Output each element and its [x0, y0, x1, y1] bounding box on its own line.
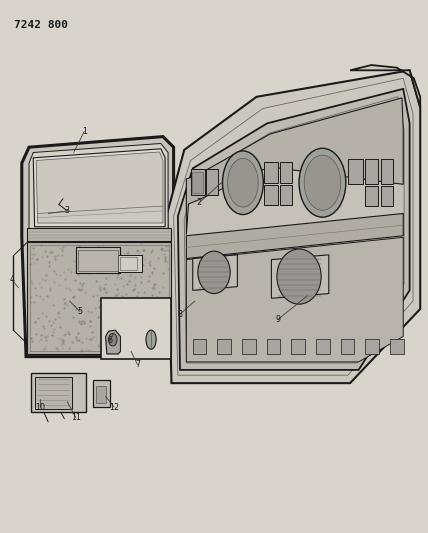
- Bar: [78, 250, 118, 271]
- Polygon shape: [184, 97, 404, 363]
- Ellipse shape: [146, 330, 156, 349]
- Ellipse shape: [109, 333, 117, 346]
- Polygon shape: [27, 228, 172, 241]
- Bar: [120, 257, 137, 270]
- Polygon shape: [193, 255, 238, 290]
- Text: 7242 800: 7242 800: [14, 20, 68, 30]
- Text: 6: 6: [107, 336, 112, 345]
- Bar: [365, 159, 378, 184]
- Polygon shape: [33, 149, 165, 227]
- Text: 5: 5: [77, 307, 83, 316]
- Bar: [206, 169, 218, 195]
- Bar: [264, 185, 278, 205]
- Ellipse shape: [223, 151, 263, 215]
- Polygon shape: [36, 152, 163, 223]
- Text: 10: 10: [35, 402, 45, 411]
- Polygon shape: [186, 237, 403, 362]
- Polygon shape: [29, 143, 168, 349]
- Bar: [264, 161, 278, 183]
- Polygon shape: [167, 70, 420, 383]
- Text: 7: 7: [135, 360, 140, 369]
- Bar: [341, 339, 354, 354]
- Text: 4: 4: [9, 275, 15, 284]
- Polygon shape: [178, 89, 410, 370]
- Bar: [316, 339, 330, 354]
- Text: 9: 9: [275, 315, 280, 324]
- Bar: [192, 172, 203, 193]
- Bar: [36, 377, 71, 409]
- Polygon shape: [271, 255, 329, 298]
- Text: 2: 2: [196, 198, 202, 207]
- Bar: [31, 373, 86, 413]
- Bar: [242, 339, 256, 354]
- Ellipse shape: [198, 251, 230, 294]
- Polygon shape: [106, 330, 120, 354]
- Bar: [381, 187, 393, 206]
- Bar: [96, 386, 107, 403]
- Text: 3: 3: [65, 206, 70, 215]
- Ellipse shape: [228, 158, 258, 207]
- Ellipse shape: [277, 249, 321, 304]
- Bar: [366, 339, 379, 354]
- Polygon shape: [22, 136, 174, 357]
- Bar: [280, 185, 292, 205]
- Bar: [365, 187, 378, 206]
- Bar: [190, 169, 205, 195]
- Text: 11: 11: [71, 413, 81, 422]
- Bar: [101, 298, 172, 359]
- Bar: [280, 161, 292, 183]
- Polygon shape: [186, 214, 403, 259]
- Text: 8: 8: [178, 310, 182, 319]
- Bar: [76, 247, 120, 273]
- Bar: [217, 339, 231, 354]
- Text: 12: 12: [109, 402, 119, 411]
- Polygon shape: [186, 98, 403, 235]
- Bar: [291, 339, 305, 354]
- Polygon shape: [27, 242, 172, 354]
- Polygon shape: [350, 65, 420, 108]
- Bar: [118, 255, 142, 272]
- Bar: [193, 339, 206, 354]
- Ellipse shape: [299, 148, 346, 217]
- Bar: [381, 159, 393, 184]
- Bar: [348, 159, 363, 184]
- Bar: [390, 339, 404, 354]
- Ellipse shape: [304, 155, 341, 211]
- Text: 1: 1: [82, 127, 87, 136]
- Bar: [267, 339, 280, 354]
- Bar: [93, 381, 110, 407]
